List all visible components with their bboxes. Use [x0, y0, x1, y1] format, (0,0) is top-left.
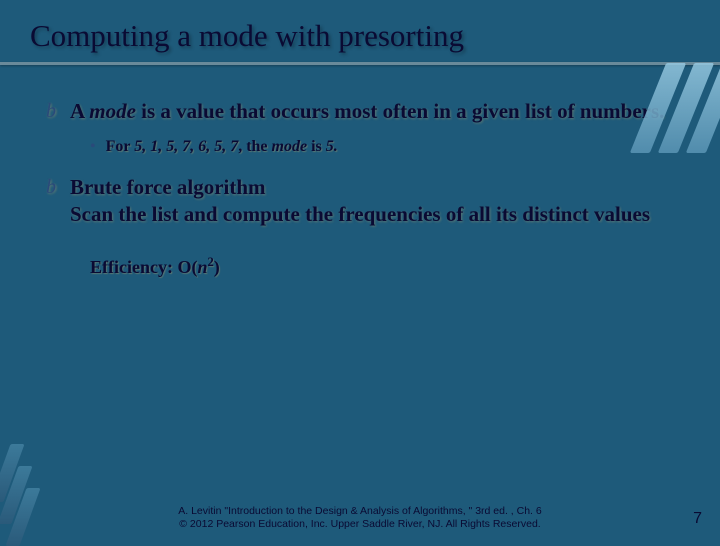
text: Scan the list and compute the frequencie…	[70, 202, 650, 226]
footer: A. Levitin "Introduction to the Design &…	[0, 505, 720, 532]
content-area: b A mode is a value that occurs most oft…	[30, 68, 690, 278]
text-em: mode	[89, 99, 136, 123]
text: Efficiency: O(	[90, 257, 197, 277]
text: )	[214, 257, 220, 277]
text: is	[307, 138, 326, 155]
text: For	[106, 138, 135, 155]
footer-line-2: © 2012 Pearson Education, Inc. Upper Sad…	[0, 518, 720, 532]
slide-title: Computing a mode with presorting	[30, 18, 690, 60]
decoration-top-right	[630, 75, 720, 145]
sub-bullet-text: For 5, 1, 5, 7, 6, 5, 7, the mode is 5.	[106, 138, 338, 156]
bullet-icon: b	[46, 176, 56, 199]
bullet-2-text: Brute force algorithm Scan the list and …	[70, 174, 650, 227]
bullet-2: b Brute force algorithm Scan the list an…	[46, 174, 690, 227]
sub-bullet-icon: •	[90, 138, 96, 156]
sub-bullet-1: • For 5, 1, 5, 7, 6, 5, 7, the mode is 5…	[90, 138, 690, 156]
footer-line-1: A. Levitin "Introduction to the Design &…	[0, 505, 720, 519]
bullet-icon: b	[46, 100, 56, 123]
text-list: 5, 1, 5, 7, 6, 5, 7	[134, 138, 238, 155]
text-em: mode	[272, 138, 308, 155]
text: , the	[238, 138, 271, 155]
text: is a value that occurs most often in a g…	[136, 99, 665, 123]
text-var: n	[197, 257, 207, 277]
decoration-bottom-left	[0, 456, 64, 546]
bullet-1: b A mode is a value that occurs most oft…	[46, 98, 690, 124]
efficiency-line: Efficiency: O(n2)	[90, 255, 690, 278]
title-underline	[0, 62, 720, 65]
text-val: 5.	[326, 138, 338, 155]
page-number: 7	[693, 510, 702, 528]
text: A	[70, 99, 89, 123]
bullet-1-text: A mode is a value that occurs most often…	[70, 98, 664, 124]
slide: Computing a mode with presorting b A mod…	[0, 0, 720, 540]
text: Brute force algorithm	[70, 175, 266, 199]
